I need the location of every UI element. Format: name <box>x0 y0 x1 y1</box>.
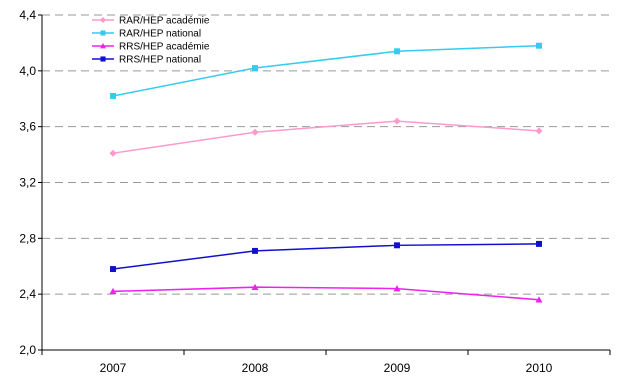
data-point <box>393 285 401 292</box>
x-tick-label: 2010 <box>526 361 553 375</box>
legend-label: RAR/HEP académie <box>119 16 210 27</box>
data-point <box>535 127 543 135</box>
y-tick-label: 3,2 <box>19 176 36 190</box>
data-point <box>110 92 116 99</box>
data-point <box>110 266 116 273</box>
legend-label: RRS/HEP national <box>119 55 201 66</box>
y-axis-tick-labels: 2,0 2,4 2,8 3,2 3,6 4,0 4,4 <box>19 8 36 357</box>
legend-item: RAR/HEP national <box>92 29 201 40</box>
data-point <box>394 48 400 55</box>
data-point <box>252 65 258 72</box>
data-point <box>394 242 400 249</box>
data-point <box>100 30 106 36</box>
y-tick-label: 4,0 <box>19 64 36 78</box>
y-tick-label: 4,4 <box>19 8 36 22</box>
y-tick-label: 2,4 <box>19 287 36 301</box>
series-line <box>112 286 540 301</box>
data-point <box>535 296 543 303</box>
x-tick-label: 2007 <box>100 361 127 375</box>
data-point <box>109 149 117 157</box>
series-4 <box>110 240 542 273</box>
legend-item: RRS/HEP national <box>92 55 201 66</box>
x-axis-tick-labels: 2007 2008 2009 2010 <box>100 361 553 375</box>
axes <box>38 14 611 355</box>
series-line <box>112 44 540 97</box>
series-3 <box>109 283 543 303</box>
data-point <box>252 247 258 254</box>
y-tick-label: 2,0 <box>19 343 36 357</box>
legend-item: RRS/HEP académie <box>92 42 210 53</box>
x-tick-label: 2008 <box>242 361 269 375</box>
legend-label: RRS/HEP académie <box>119 42 210 53</box>
data-point <box>109 287 117 295</box>
data-point <box>536 240 542 247</box>
data-point <box>100 17 106 23</box>
y-tick-label: 2,8 <box>19 231 36 245</box>
data-point <box>251 128 259 136</box>
series-line <box>112 243 540 270</box>
series-line <box>112 120 540 154</box>
data-point <box>536 42 542 49</box>
legend-item: RAR/HEP académie <box>92 16 210 27</box>
data-point <box>100 56 106 62</box>
series-1 <box>109 117 543 157</box>
x-tick-label: 2009 <box>384 361 411 375</box>
y-tick-label: 3,6 <box>19 120 36 134</box>
legend-label: RAR/HEP national <box>119 29 201 40</box>
series-layer <box>109 42 543 303</box>
legend: RAR/HEP académie RAR/HEP national RRS/HEP … <box>92 16 210 66</box>
grid-lines <box>42 14 610 295</box>
data-point <box>100 43 106 49</box>
data-point <box>251 283 259 290</box>
data-point <box>393 117 401 125</box>
series-2 <box>110 42 542 99</box>
